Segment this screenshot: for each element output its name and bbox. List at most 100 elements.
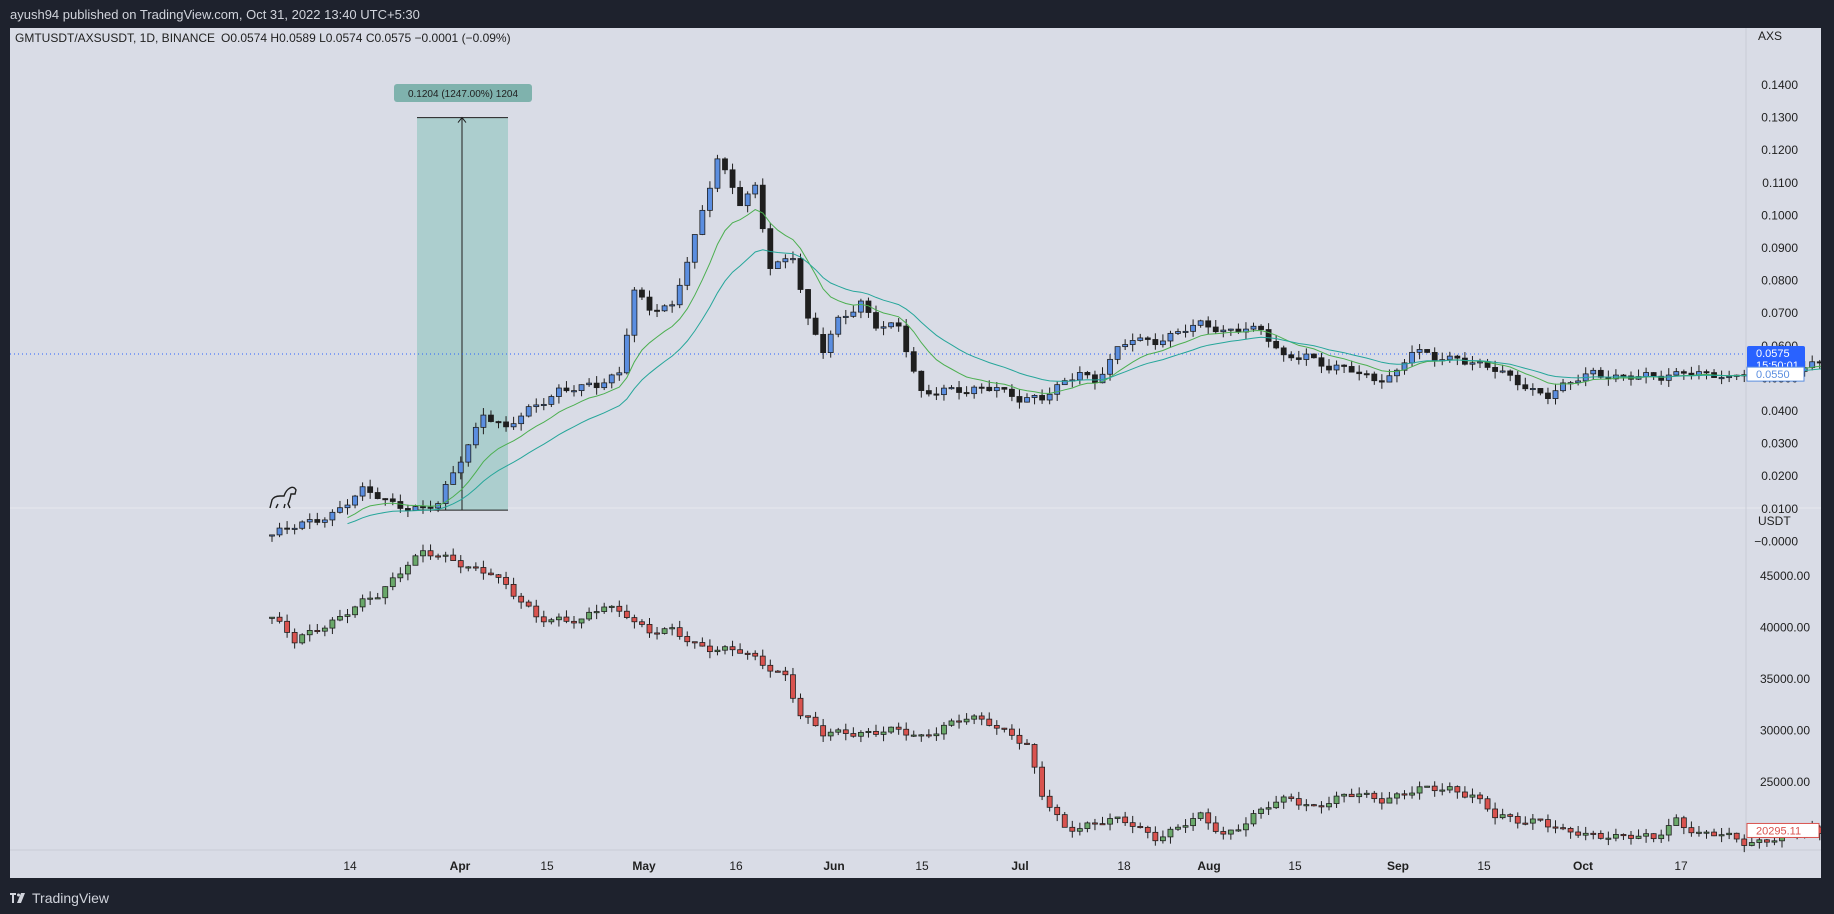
secondary-candle (1031, 743, 1038, 774)
main-candle (1394, 368, 1400, 383)
secondary-candle (389, 572, 396, 591)
secondary-candle (1144, 825, 1151, 839)
main-candle (1726, 370, 1733, 383)
main-candle (797, 253, 804, 293)
secondary-candle (691, 641, 698, 649)
secondary-candle (797, 693, 804, 720)
secondary-candle (1039, 761, 1045, 801)
main-candle (472, 422, 479, 449)
secondary-candle (1454, 785, 1461, 799)
secondary-candle (623, 604, 630, 620)
secondary-candle (684, 631, 691, 647)
measure-tool[interactable]: 0.1204 (1247.00%) 1204 (394, 84, 532, 511)
secondary-candle (1401, 790, 1408, 800)
main-candle (1590, 367, 1597, 381)
main-candle (556, 384, 562, 404)
main-axis-tick-label: 0.1400 (1761, 78, 1798, 92)
price-chart[interactable]: 0.1400 0.1300 0.1200 0.1100 0.1000 0.0900 0.08… (10, 28, 1834, 878)
secondary-candle (1009, 724, 1015, 740)
main-candle (1680, 369, 1687, 380)
secondary-candle (767, 659, 774, 678)
secondary-candle (1620, 833, 1627, 840)
secondary-candle (1386, 791, 1393, 804)
secondary-candle (1001, 727, 1008, 733)
time-axis-tick-label: Jun (823, 859, 844, 873)
secondary-candle (782, 666, 789, 682)
publish-info-bar: ayush94 published on TradingView.com, Oc… (0, 0, 1834, 28)
tradingview-logo[interactable]: TradingView (10, 890, 109, 906)
secondary-candle (374, 592, 381, 600)
main-candle (729, 163, 736, 195)
main-candle (488, 410, 494, 423)
time-axis[interactable]: 14 Apr 15 May 16 Jun 15 Jul 18 Aug 15 Sep 15 Oct 17 (343, 859, 1688, 873)
secondary-candle (548, 617, 555, 625)
main-candle (661, 304, 668, 312)
secondary-candle (1394, 792, 1400, 805)
secondary-candle (472, 562, 479, 571)
secondary-candle (435, 553, 442, 560)
secondary-candle (1205, 808, 1212, 830)
secondary-last-price-value: 20295.11 (1756, 825, 1801, 837)
chart-frame[interactable]: 0.1400 0.1300 0.1200 0.1100 0.1000 0.0900 0.08… (10, 28, 1834, 878)
secondary-candle (631, 614, 638, 629)
secondary-candle (714, 646, 721, 656)
measure-label-text: 0.1204 (1247.00%) 1204 (408, 89, 519, 100)
main-candle (1424, 349, 1431, 354)
main-candle (314, 512, 321, 526)
main-candle (1514, 371, 1521, 391)
secondary-candle (1537, 818, 1544, 822)
main-candle (925, 384, 932, 397)
secondary-candle (707, 639, 713, 659)
secondary-candle (895, 722, 902, 735)
secondary-candle (1628, 830, 1634, 845)
secondary-candle (986, 712, 993, 727)
secondary-candle (1069, 820, 1076, 838)
secondary-candle (1462, 786, 1468, 799)
secondary-candle (488, 568, 494, 576)
secondary-candle (359, 594, 366, 612)
secondary-candle (835, 727, 842, 736)
main-candle (1122, 339, 1129, 351)
main-candle (503, 416, 509, 432)
secondary-candle (578, 618, 585, 629)
secondary-candle (1552, 820, 1559, 834)
main-candle (1295, 350, 1302, 365)
secondary-candle (910, 730, 917, 738)
main-candle (752, 182, 759, 199)
time-axis-tick-label: Apr (450, 859, 471, 873)
main-axis-tick-label: 0.1300 (1761, 111, 1798, 125)
secondary-candle (465, 566, 472, 572)
main-candle (842, 309, 849, 325)
main-candle (1273, 334, 1280, 350)
main-axis-tick-label: 0.1000 (1761, 208, 1798, 222)
main-candle (978, 383, 985, 394)
main-axis-tick-label: 0.0900 (1761, 241, 1798, 255)
main-candle (1356, 365, 1363, 381)
main-candle (1499, 364, 1506, 374)
secondary-candle (956, 714, 962, 729)
time-axis-tick-label: Aug (1197, 859, 1220, 873)
time-axis-tick-label: 15 (540, 859, 554, 873)
secondary-candle (752, 650, 759, 661)
secondary-candle (404, 561, 411, 581)
main-candle (276, 522, 283, 538)
secondary-candle (344, 608, 351, 624)
main-candle (540, 398, 547, 411)
main-candle (1160, 334, 1166, 348)
secondary-candle (1703, 829, 1710, 839)
secondary-candle (639, 619, 645, 628)
time-axis-tick-label: 15 (915, 859, 929, 873)
main-price-axis[interactable]: 0.1400 0.1300 0.1200 0.1100 0.1000 0.0900 0.08… (1754, 78, 1798, 548)
secondary-candle (1635, 829, 1642, 840)
main-candle (1152, 333, 1159, 350)
main-candle (1560, 378, 1566, 393)
secondary-candle (1054, 804, 1061, 822)
main-candle (880, 321, 887, 336)
main-candle (1529, 383, 1536, 396)
secondary-candle (1613, 828, 1619, 842)
main-candle (1469, 356, 1476, 371)
secondary-candle (1295, 791, 1302, 810)
secondary-candle (1529, 813, 1536, 830)
time-axis-tick-label: 16 (729, 859, 743, 873)
secondary-candle (1326, 796, 1332, 811)
